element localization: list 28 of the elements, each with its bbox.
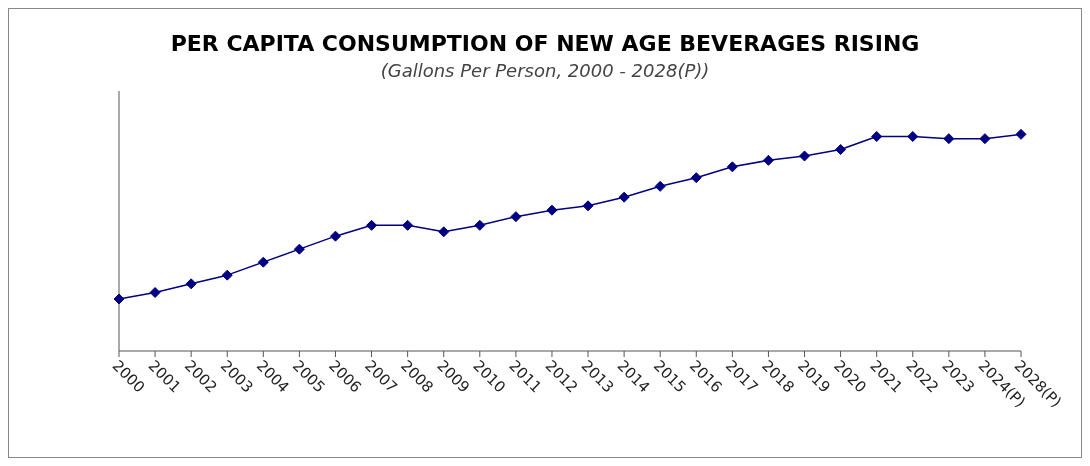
point <box>979 133 991 145</box>
point <box>546 204 558 216</box>
point <box>474 219 486 231</box>
point <box>113 293 125 305</box>
point <box>582 200 594 212</box>
point <box>943 133 955 145</box>
point <box>329 230 341 242</box>
chart-subtitle: (Gallons Per Person, 2000 - 2028(P)) <box>379 60 711 81</box>
point <box>690 172 702 184</box>
point <box>1015 128 1027 140</box>
point <box>402 219 414 231</box>
point <box>510 211 522 223</box>
chart-title: PER CAPITA CONSUMPTION OF NEW AGE BEVERAGES RISING <box>169 31 921 56</box>
point <box>762 154 774 166</box>
point <box>257 256 269 268</box>
point <box>726 161 738 173</box>
point <box>618 191 630 203</box>
point <box>438 226 450 238</box>
point <box>185 278 197 290</box>
point <box>149 287 161 298</box>
point <box>366 219 378 231</box>
point <box>871 131 883 142</box>
point <box>799 150 811 162</box>
point <box>221 269 233 281</box>
point <box>835 144 847 155</box>
point <box>654 180 666 192</box>
point <box>907 131 919 142</box>
point <box>293 243 305 255</box>
